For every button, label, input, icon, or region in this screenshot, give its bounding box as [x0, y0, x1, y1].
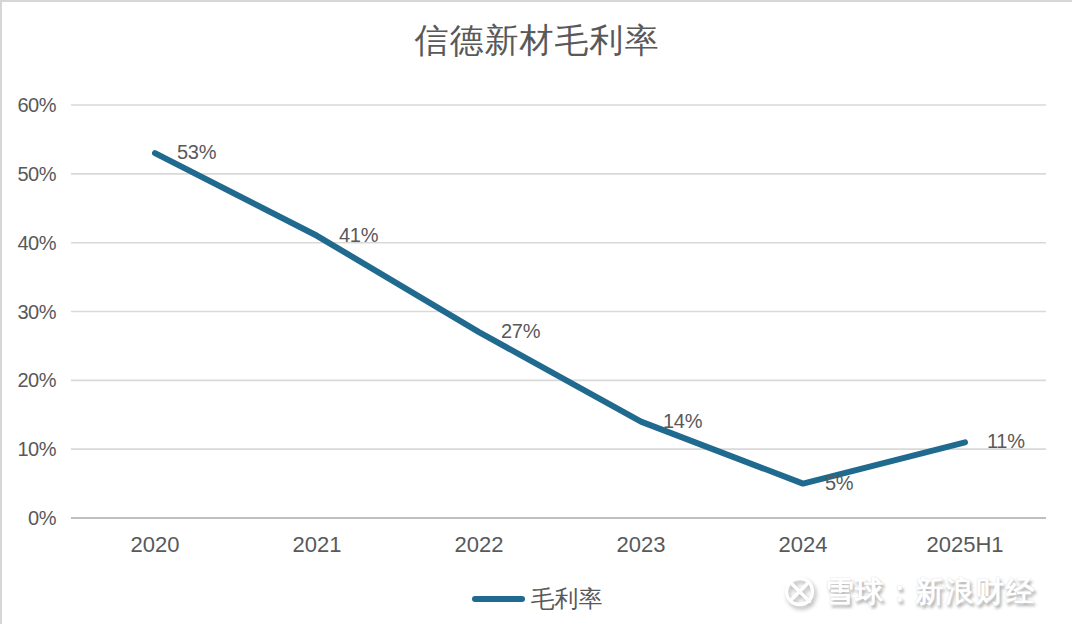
series-line: [155, 153, 965, 483]
data-label: 53%: [177, 141, 217, 163]
legend-label: 毛利率: [531, 583, 603, 615]
x-tick-label: 2022: [455, 532, 504, 557]
x-tick-label: 2025H1: [926, 532, 1003, 557]
x-tick-label: 2021: [293, 532, 342, 557]
data-label: 14%: [663, 410, 703, 432]
data-label: 11%: [987, 430, 1025, 452]
x-tick-label: 2020: [131, 532, 180, 557]
xueqiu-logo-icon: [782, 574, 818, 610]
watermark: 雪球：新浪财经: [782, 572, 1035, 612]
data-label: 5%: [825, 472, 854, 494]
y-tick-label: 20%: [17, 369, 56, 391]
y-tick-label: 40%: [17, 232, 56, 254]
data-label: 27%: [501, 320, 541, 342]
data-label: 41%: [339, 224, 379, 246]
y-tick-label: 10%: [17, 438, 56, 460]
line-chart-plot: 0% 10% 20% 30% 40% 50% 60% 2020 2021 2022 2023 2024…: [2, 2, 1072, 624]
x-tick-label: 2024: [779, 532, 828, 557]
y-tick-label: 50%: [17, 163, 56, 185]
chart-page: { "title": "信德新材毛利率", "legend": { "label…: [0, 0, 1072, 624]
y-tick-label: 60%: [17, 94, 56, 116]
legend-line-swatch: [472, 596, 525, 602]
watermark-text: 雪球：新浪财经: [825, 572, 1035, 612]
y-tick-label: 0%: [28, 507, 57, 529]
y-tick-label: 30%: [17, 301, 56, 323]
x-tick-label: 2023: [617, 532, 666, 557]
